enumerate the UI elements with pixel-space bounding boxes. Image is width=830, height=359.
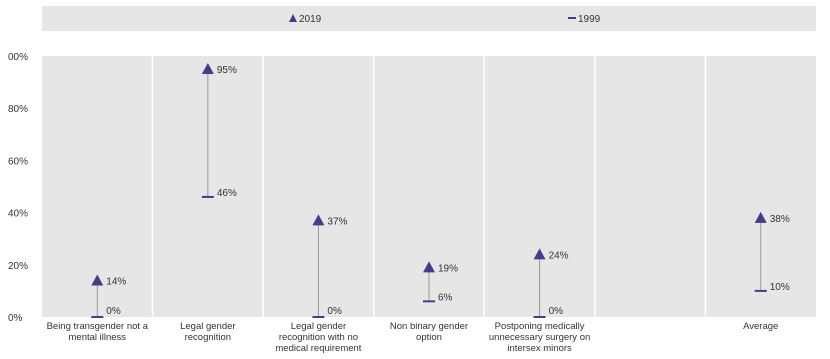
data-label-2019: 24% — [549, 250, 569, 261]
data-label-1999: 10% — [770, 282, 790, 293]
category-label: Legal gender recognition — [180, 321, 235, 343]
category-label-line: Legal gender — [291, 321, 346, 332]
category-label: Being transgender not a mental illness — [47, 321, 149, 343]
data-label-1999: 46% — [217, 188, 237, 199]
category-label-line: Average — [743, 321, 778, 332]
data-label-2019: 38% — [770, 214, 790, 225]
data-label-1999: 6% — [438, 292, 453, 303]
legend-box — [42, 6, 816, 31]
y-tick-label: 80% — [8, 104, 28, 115]
marker-2019 — [754, 211, 767, 223]
y-axis: 0% 20% 40% 60% 80% 00% — [8, 52, 28, 324]
x-axis: Being transgender not a mental illness Leg… — [47, 321, 779, 354]
marker-2019 — [533, 248, 546, 260]
category-label: Postponing medically unnecessary surgery … — [489, 321, 590, 354]
data-label-2019: 19% — [438, 263, 458, 274]
category-label-line: Postponing medically — [495, 321, 585, 332]
category-label-line: Legal gender — [180, 321, 235, 332]
data-label-2019: 14% — [106, 276, 126, 287]
category-label-line: recognition with no — [279, 332, 358, 343]
category-label-line: intersex minors — [507, 343, 572, 354]
legend-label-2019: 2019 — [299, 14, 322, 25]
data-label-1999: 0% — [327, 306, 342, 317]
category-label-line: Being transgender not a — [47, 321, 149, 332]
category-label-line: Non binary gender — [390, 321, 468, 332]
legend: 2019 1999 — [289, 14, 601, 25]
data-marks: 14% 0% 95% 46% 37% 0% 19% 6% 24% 0% 38% 10% — [91, 63, 790, 318]
marker-2019 — [423, 261, 435, 273]
category-label-line: recognition — [185, 332, 231, 343]
category-label-line: option — [416, 332, 442, 343]
category-separators — [151, 56, 707, 317]
data-label-1999: 0% — [106, 306, 121, 317]
y-tick-label: 00% — [8, 52, 28, 63]
category-label-line: unnecessary surgery on — [489, 332, 590, 343]
marker-2019 — [91, 274, 104, 286]
category-label-line: mental illness — [69, 332, 127, 343]
category-label: Average — [743, 321, 778, 332]
legend-marker-2019 — [289, 14, 297, 22]
legend-label-1999: 1999 — [578, 14, 601, 25]
marker-2019 — [201, 63, 214, 75]
y-tick-label: 60% — [8, 156, 28, 167]
category-label: Non binary gender option — [390, 321, 468, 343]
marker-2019 — [312, 214, 325, 226]
data-label-2019: 95% — [217, 65, 237, 76]
y-tick-label: 0% — [8, 313, 23, 324]
y-tick-label: 20% — [8, 261, 28, 272]
category-label: Legal gender recognition with no medical r… — [275, 321, 361, 354]
y-tick-label: 40% — [8, 209, 28, 220]
category-label-line: medical requirement — [275, 343, 361, 354]
data-label-1999: 0% — [549, 306, 564, 317]
data-label-2019: 37% — [327, 216, 347, 227]
